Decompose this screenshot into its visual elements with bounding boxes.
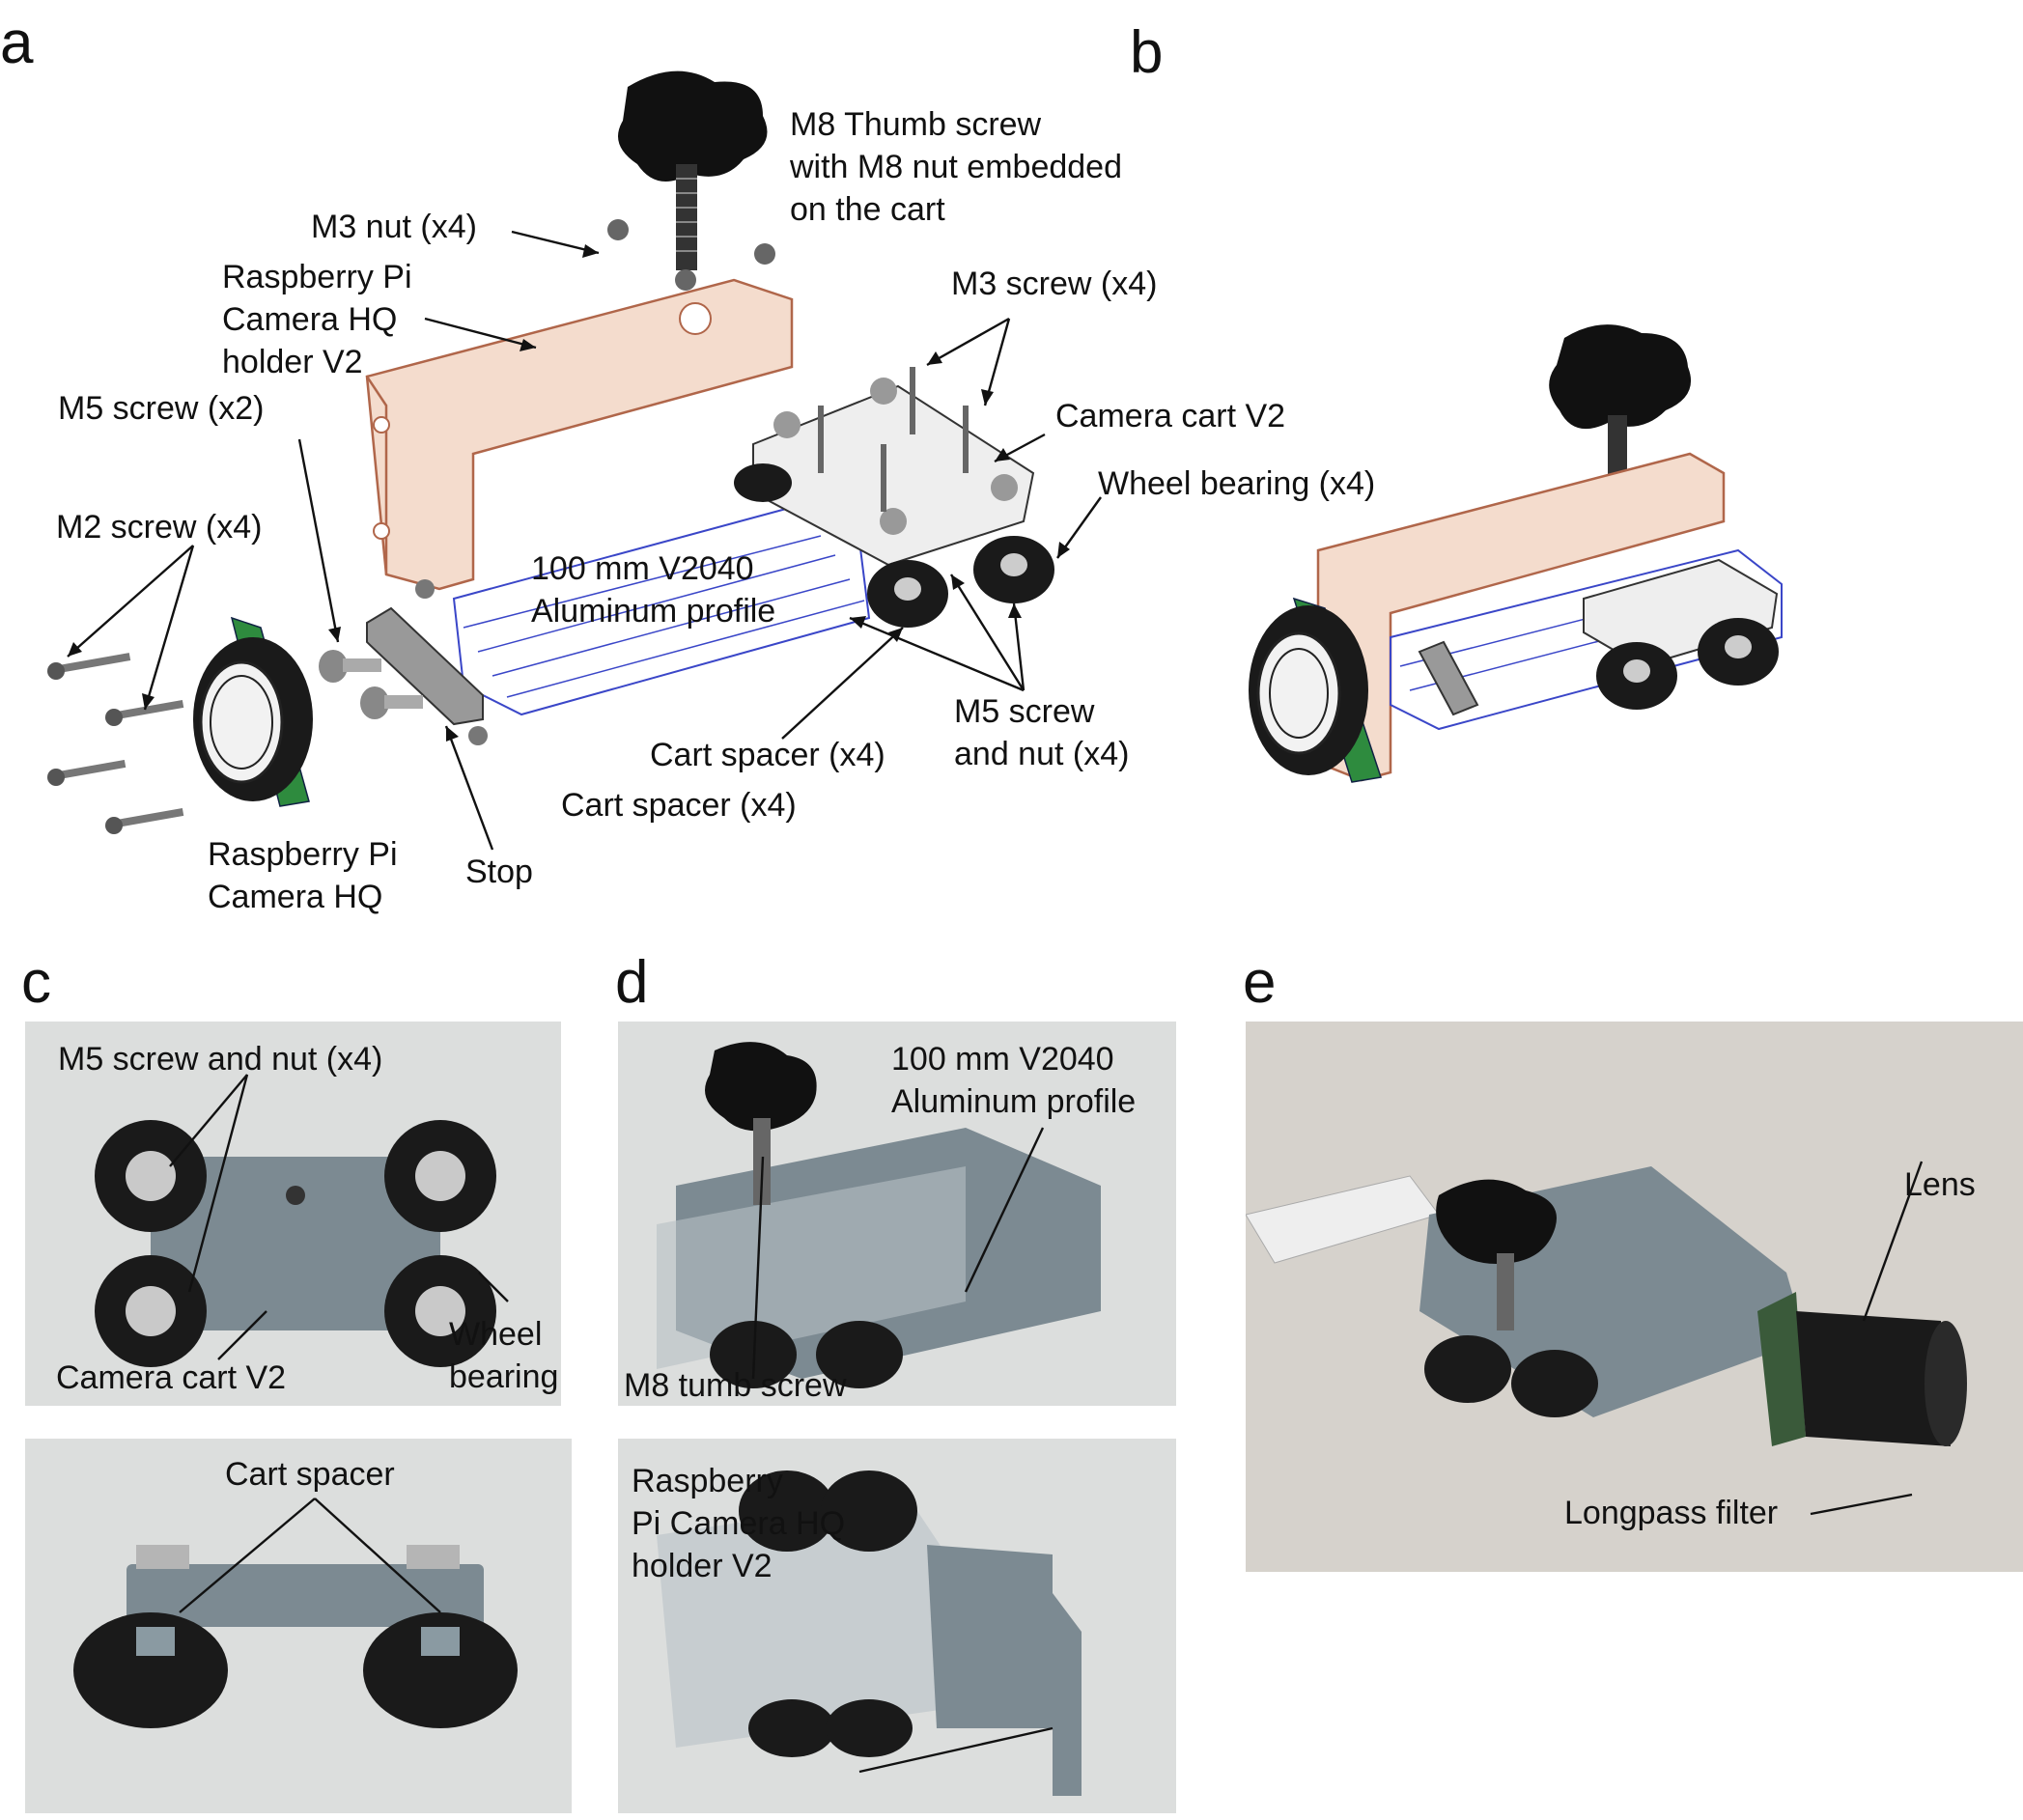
photo-c-bottom-drawing (73, 1498, 518, 1728)
label-c-m5-screw-nut: M5 screw and nut (x4) (58, 1041, 383, 1078)
panel-a-arrows (67, 230, 1102, 851)
label-m5-screw-x2: M5 screw (x2) (58, 390, 265, 427)
photo-c-bottom (25, 1439, 572, 1813)
panel-letter-c: c (21, 949, 51, 1016)
panel-letter-d: d (615, 949, 649, 1016)
panel-letter-b: b (1130, 19, 1164, 86)
label-camera-hq: Raspberry Pi Camera HQ (208, 836, 398, 915)
photo-c-top (25, 1022, 561, 1406)
label-stop: Stop (465, 854, 533, 890)
label-e-longpass-filter: Longpass filter (1564, 1495, 1779, 1531)
label-thumb-screw: M8 Thumb screw with M8 nut embedded on t… (790, 106, 1122, 228)
label-m3-screw: M3 screw (x4) (951, 266, 1158, 302)
photo-d-bottom-drawing (657, 1470, 1082, 1796)
thumb-screw-knob (618, 70, 768, 270)
photo-d-top (618, 1022, 1176, 1406)
photo-d-top-drawing (657, 1042, 1101, 1388)
wheel-bearings (734, 463, 1054, 628)
stop-part (366, 579, 488, 745)
camera-cart-plate (752, 367, 1035, 567)
label-m5-screw-nut: M5 screw and nut (x4) (954, 693, 1130, 772)
photo-c-top-drawing (95, 1074, 509, 1367)
m3-nuts (607, 219, 775, 291)
photo-e-drawing (1246, 1161, 1967, 1516)
label-e-lens: Lens (1904, 1166, 1976, 1203)
label-d-aluminum-profile: 100 mm V2040 Aluminum profile (891, 1041, 1137, 1120)
label-m3-nut: M3 nut (x4) (311, 209, 477, 245)
label-cart-spacer-1: Cart spacer (x4) (650, 737, 885, 773)
photo-d-bottom (618, 1439, 1176, 1813)
label-c-cart-spacer: Cart spacer (225, 1456, 395, 1493)
label-c-camera-cart: Camera cart V2 (56, 1359, 287, 1396)
camera-holder-v2 (365, 278, 794, 591)
camera-hq (193, 616, 313, 807)
photo-e (1246, 1022, 2023, 1572)
label-cart-spacer-2: Cart spacer (x4) (561, 787, 797, 824)
label-c-wheel-bearing: Wheel bearing (449, 1316, 559, 1395)
label-m2-screw: M2 screw (x4) (56, 509, 263, 546)
label-aluminum-profile: 100 mm V2040 Aluminum profile (531, 550, 776, 630)
panel-letter-e: e (1243, 949, 1277, 1016)
m5-screws (319, 650, 423, 719)
m2-screws (47, 653, 184, 834)
label-camera-cart: Camera cart V2 (1055, 398, 1286, 434)
panel-letter-a: a (0, 10, 34, 76)
label-holder-v2: Raspberry Pi Camera HQ holder V2 (222, 259, 412, 380)
label-d-holder-v2: Raspberry Pi Camera HQ holder V2 (632, 1463, 846, 1584)
label-wheel-bearing: Wheel bearing (x4) (1098, 465, 1376, 502)
label-d-thumb-screw: M8 tumb screw (624, 1367, 847, 1404)
